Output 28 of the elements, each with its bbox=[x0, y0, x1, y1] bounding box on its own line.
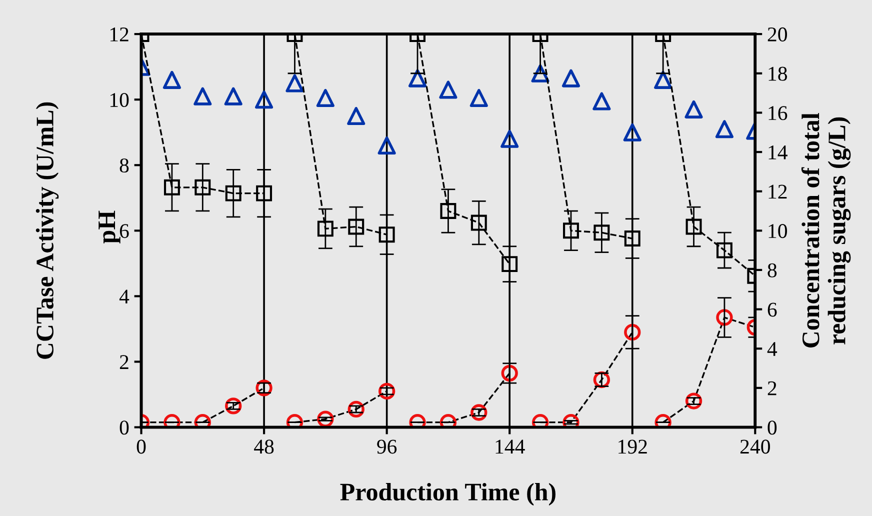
x-tick-label: 48 bbox=[254, 440, 274, 454]
x-axis-title: Production Time (h) bbox=[340, 482, 556, 506]
y2-tick-label: 20 bbox=[768, 27, 787, 42]
y2-tick-label: 8 bbox=[768, 263, 777, 278]
y-axis-title: CCTase Activity (U/mL) bbox=[36, 102, 59, 359]
x-tick-label: 96 bbox=[377, 440, 397, 454]
x-tick-label: 192 bbox=[618, 440, 647, 454]
y2-tick-label: 14 bbox=[768, 145, 788, 160]
x-tick-label: 0 bbox=[136, 440, 146, 454]
y-tick-label: 0 bbox=[120, 420, 129, 435]
y2-tick-label: 4 bbox=[767, 342, 778, 356]
y-tick-label: 10 bbox=[110, 92, 129, 108]
x-tick-label: 240 bbox=[740, 440, 770, 454]
y2-tick-label: 6 bbox=[768, 302, 777, 317]
y-tick-label: 12 bbox=[110, 27, 128, 42]
y2-axis-title: Concentration of total reducing sugars (g/L) bbox=[801, 113, 851, 348]
x-tick-label: 144 bbox=[496, 440, 525, 454]
y-tick-label: 2 bbox=[120, 355, 128, 369]
y-tick-label: 6 bbox=[120, 224, 129, 238]
y2-tick-label: 16 bbox=[768, 106, 788, 120]
y2-tick-label: 18 bbox=[768, 66, 787, 81]
y2-tick-label: 0 bbox=[768, 420, 777, 435]
y-tick-label: 8 bbox=[120, 158, 129, 173]
y-tick-label: 4 bbox=[119, 290, 130, 304]
y2-tick-label: 2 bbox=[768, 381, 776, 396]
y2-tick-label: 10 bbox=[768, 224, 787, 238]
y2-tick-label: 12 bbox=[768, 184, 787, 199]
text: pH bbox=[98, 210, 120, 244]
